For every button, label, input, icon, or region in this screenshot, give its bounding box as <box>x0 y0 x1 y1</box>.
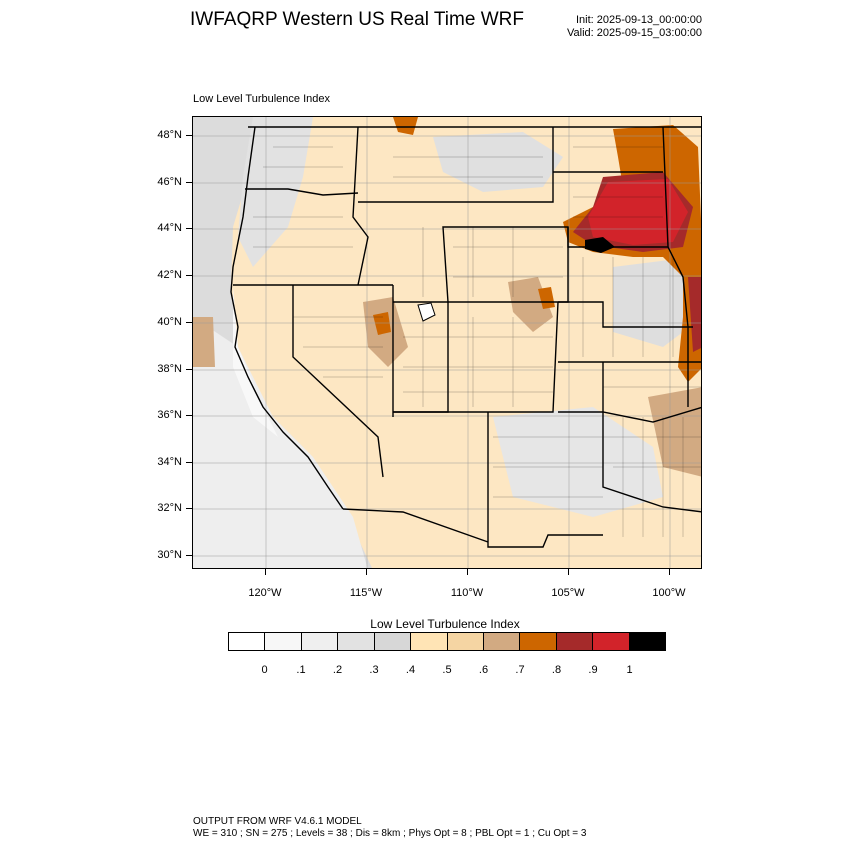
panel-title: Low Level Turbulence Index <box>193 93 330 105</box>
colorbar-box <box>447 633 484 650</box>
field-northwest-grey <box>238 117 313 267</box>
colorbar-label: .5 <box>442 664 452 676</box>
lat-tick <box>186 182 192 183</box>
colorbar-box <box>483 633 521 650</box>
field-offshore-tan <box>193 317 215 367</box>
lon-tick <box>568 569 569 575</box>
colorbar-label: .4 <box>405 664 416 676</box>
field-peak-black <box>585 237 615 253</box>
lon-tick <box>265 569 266 575</box>
init-time: Init: 2025-09-13_00:00:00 <box>576 14 702 26</box>
lat-tick <box>186 275 192 276</box>
lon-label-100: 100°W <box>652 587 686 599</box>
colorbar-box <box>593 633 630 650</box>
colorbar-label: .8 <box>551 664 562 676</box>
colorbar-label: .9 <box>588 664 598 676</box>
lat-tick <box>186 555 192 556</box>
colorbar-label: 1 <box>626 664 633 676</box>
field-kansas-tan <box>648 387 701 477</box>
lat-tick <box>186 135 192 136</box>
lat-label-48: 48°N <box>157 129 182 141</box>
colorbar-box <box>520 633 557 650</box>
run-times: Init: 2025-09-13_00:00:00 Valid: 2025-09… <box>567 14 702 40</box>
lat-tick <box>186 462 192 463</box>
lon-tick <box>467 569 468 575</box>
field-dakotas-red <box>588 179 688 245</box>
colorbar-label: .1 <box>296 664 306 676</box>
lon-label-110: 110°W <box>450 587 484 599</box>
valid-time: Valid: 2025-09-15_03:00:00 <box>567 27 702 39</box>
lon-tick <box>366 569 367 575</box>
turbulence-map <box>193 117 701 568</box>
colorbar-label: 0 <box>261 664 268 676</box>
colorbar-box <box>556 633 594 650</box>
lon-label-115: 115°W <box>349 587 383 599</box>
colorbar <box>228 632 666 651</box>
lat-tick <box>186 228 192 229</box>
colorbar-label: .7 <box>515 664 525 676</box>
colorbar-label: .3 <box>369 664 379 676</box>
lat-label-38: 38°N <box>157 363 182 375</box>
lat-tick <box>186 415 192 416</box>
map-panel <box>192 116 702 569</box>
colorbar-label: .6 <box>478 664 489 676</box>
county-boundaries <box>253 146 701 537</box>
lat-label-30: 30°N <box>157 549 182 561</box>
field-east-brown-band <box>688 277 701 352</box>
model-info: OUTPUT FROM WRF V4.6.1 MODEL WE = 310 ; … <box>193 816 586 840</box>
colorbar-label: .2 <box>332 664 343 676</box>
colorbar-box <box>629 633 666 650</box>
model-info-line2: WE = 310 ; SN = 275 ; Levels = 38 ; Dis … <box>193 828 587 839</box>
field-ocean-lower <box>193 317 368 568</box>
colorbar-box <box>411 633 448 650</box>
colorbar-box <box>301 633 339 650</box>
lat-label-36: 36°N <box>157 409 182 421</box>
field-canada-orange <box>393 117 418 135</box>
lat-label-34: 34°N <box>157 456 182 468</box>
lat-label-40: 40°N <box>157 316 182 328</box>
colorbar-box <box>265 633 302 650</box>
field-utah-orange <box>373 312 391 335</box>
colorbar-box <box>229 633 266 650</box>
lon-tick <box>669 569 670 575</box>
colorbar-box <box>338 633 375 650</box>
lat-label-46: 46°N <box>157 176 182 188</box>
field-southern-plains-grey <box>493 407 663 517</box>
chart-title: IWFAQRP Western US Real Time WRF <box>190 9 524 30</box>
model-info-line1: OUTPUT FROM WRF V4.6.1 MODEL <box>193 816 362 827</box>
lon-label-120: 120°W <box>248 587 282 599</box>
great-salt-lake <box>417 302 436 322</box>
colorbar-title: Low Level Turbulence Index <box>370 617 520 631</box>
lat-tick <box>186 369 192 370</box>
lat-tick <box>186 508 192 509</box>
field-plains-grey <box>613 257 701 347</box>
lat-label-42: 42°N <box>157 269 182 281</box>
colorbar-box <box>374 633 412 650</box>
field-colorado-orange <box>538 287 555 309</box>
lon-label-105: 105°W <box>551 587 585 599</box>
lat-tick <box>186 322 192 323</box>
lat-label-32: 32°N <box>157 502 182 514</box>
lat-label-44: 44°N <box>157 222 182 234</box>
